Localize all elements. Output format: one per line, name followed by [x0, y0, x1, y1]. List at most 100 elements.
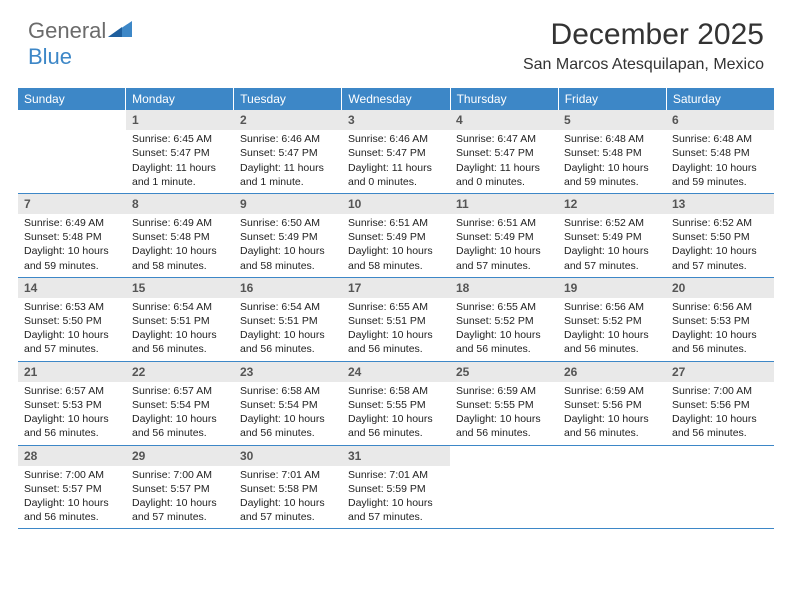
sunset-text: Sunset: 5:52 PM [456, 314, 552, 328]
day-cell: 11Sunrise: 6:51 AMSunset: 5:49 PMDayligh… [450, 194, 558, 277]
daylight-text-1: Daylight: 10 hours [132, 412, 228, 426]
sunrise-text: Sunrise: 6:59 AM [564, 384, 660, 398]
day-cell: 26Sunrise: 6:59 AMSunset: 5:56 PMDayligh… [558, 362, 666, 445]
day-number: 20 [666, 278, 774, 298]
daylight-text-1: Daylight: 10 hours [564, 412, 660, 426]
daylight-text-2: and 59 minutes. [672, 175, 768, 189]
daylight-text-2: and 0 minutes. [456, 175, 552, 189]
day-cell: 16Sunrise: 6:54 AMSunset: 5:51 PMDayligh… [234, 278, 342, 361]
daylight-text-1: Daylight: 10 hours [240, 496, 336, 510]
day-of-week-cell: Friday [559, 88, 667, 110]
sunrise-text: Sunrise: 6:53 AM [24, 300, 120, 314]
day-of-week-cell: Sunday [18, 88, 126, 110]
daylight-text-2: and 56 minutes. [132, 342, 228, 356]
sunset-text: Sunset: 5:48 PM [672, 146, 768, 160]
daylight-text-2: and 57 minutes. [348, 510, 444, 524]
day-cell: 21Sunrise: 6:57 AMSunset: 5:53 PMDayligh… [18, 362, 126, 445]
sunset-text: Sunset: 5:47 PM [348, 146, 444, 160]
day-body: Sunrise: 7:01 AMSunset: 5:58 PMDaylight:… [234, 466, 342, 529]
sunset-text: Sunset: 5:53 PM [672, 314, 768, 328]
day-cell: 2Sunrise: 6:46 AMSunset: 5:47 PMDaylight… [234, 110, 342, 193]
daylight-text-1: Daylight: 10 hours [24, 496, 120, 510]
day-of-week-cell: Thursday [451, 88, 559, 110]
day-body: Sunrise: 6:59 AMSunset: 5:55 PMDaylight:… [450, 382, 558, 445]
sunrise-text: Sunrise: 6:49 AM [132, 216, 228, 230]
day-number: 11 [450, 194, 558, 214]
daylight-text-1: Daylight: 11 hours [240, 161, 336, 175]
day-body: Sunrise: 6:54 AMSunset: 5:51 PMDaylight:… [126, 298, 234, 361]
daylight-text-2: and 58 minutes. [348, 259, 444, 273]
sunrise-text: Sunrise: 6:46 AM [240, 132, 336, 146]
day-cell: 27Sunrise: 7:00 AMSunset: 5:56 PMDayligh… [666, 362, 774, 445]
day-of-week-cell: Monday [126, 88, 234, 110]
day-cell: 5Sunrise: 6:48 AMSunset: 5:48 PMDaylight… [558, 110, 666, 193]
day-cell: 20Sunrise: 6:56 AMSunset: 5:53 PMDayligh… [666, 278, 774, 361]
day-body: Sunrise: 6:45 AMSunset: 5:47 PMDaylight:… [126, 130, 234, 193]
day-cell: 8Sunrise: 6:49 AMSunset: 5:48 PMDaylight… [126, 194, 234, 277]
day-cell [666, 446, 774, 529]
sunrise-text: Sunrise: 6:46 AM [348, 132, 444, 146]
daylight-text-1: Daylight: 10 hours [132, 244, 228, 258]
sunset-text: Sunset: 5:47 PM [132, 146, 228, 160]
daylight-text-2: and 0 minutes. [348, 175, 444, 189]
sunset-text: Sunset: 5:58 PM [240, 482, 336, 496]
day-number: 27 [666, 362, 774, 382]
daylight-text-1: Daylight: 10 hours [240, 244, 336, 258]
sunset-text: Sunset: 5:52 PM [564, 314, 660, 328]
day-body: Sunrise: 6:49 AMSunset: 5:48 PMDaylight:… [18, 214, 126, 277]
sunset-text: Sunset: 5:59 PM [348, 482, 444, 496]
day-cell: 28Sunrise: 7:00 AMSunset: 5:57 PMDayligh… [18, 446, 126, 529]
day-body: Sunrise: 6:59 AMSunset: 5:56 PMDaylight:… [558, 382, 666, 445]
day-body: Sunrise: 6:54 AMSunset: 5:51 PMDaylight:… [234, 298, 342, 361]
daylight-text-2: and 57 minutes. [240, 510, 336, 524]
day-number: 23 [234, 362, 342, 382]
day-cell: 3Sunrise: 6:46 AMSunset: 5:47 PMDaylight… [342, 110, 450, 193]
day-body: Sunrise: 6:48 AMSunset: 5:48 PMDaylight:… [558, 130, 666, 193]
day-number: 29 [126, 446, 234, 466]
week-row: 7Sunrise: 6:49 AMSunset: 5:48 PMDaylight… [18, 194, 774, 278]
day-cell: 22Sunrise: 6:57 AMSunset: 5:54 PMDayligh… [126, 362, 234, 445]
sunrise-text: Sunrise: 6:54 AM [240, 300, 336, 314]
day-body: Sunrise: 6:49 AMSunset: 5:48 PMDaylight:… [126, 214, 234, 277]
sunrise-text: Sunrise: 6:52 AM [672, 216, 768, 230]
week-row: 14Sunrise: 6:53 AMSunset: 5:50 PMDayligh… [18, 278, 774, 362]
day-number: 24 [342, 362, 450, 382]
sunset-text: Sunset: 5:54 PM [240, 398, 336, 412]
day-cell: 9Sunrise: 6:50 AMSunset: 5:49 PMDaylight… [234, 194, 342, 277]
daylight-text-2: and 56 minutes. [672, 426, 768, 440]
day-number: 28 [18, 446, 126, 466]
sunset-text: Sunset: 5:50 PM [672, 230, 768, 244]
day-number: 26 [558, 362, 666, 382]
day-number: 16 [234, 278, 342, 298]
location-label: San Marcos Atesquilapan, Mexico [523, 56, 764, 74]
day-number: 22 [126, 362, 234, 382]
sunrise-text: Sunrise: 6:51 AM [456, 216, 552, 230]
sunrise-text: Sunrise: 6:50 AM [240, 216, 336, 230]
day-cell: 15Sunrise: 6:54 AMSunset: 5:51 PMDayligh… [126, 278, 234, 361]
sunrise-text: Sunrise: 6:56 AM [564, 300, 660, 314]
day-number: 21 [18, 362, 126, 382]
daylight-text-1: Daylight: 10 hours [456, 412, 552, 426]
title-block: December 2025 San Marcos Atesquilapan, M… [523, 18, 764, 74]
day-cell: 10Sunrise: 6:51 AMSunset: 5:49 PMDayligh… [342, 194, 450, 277]
sunset-text: Sunset: 5:51 PM [240, 314, 336, 328]
day-number: 10 [342, 194, 450, 214]
logo: General [28, 18, 136, 44]
sunset-text: Sunset: 5:49 PM [240, 230, 336, 244]
sunrise-text: Sunrise: 6:57 AM [24, 384, 120, 398]
daylight-text-2: and 1 minute. [240, 175, 336, 189]
day-number: 19 [558, 278, 666, 298]
day-cell: 14Sunrise: 6:53 AMSunset: 5:50 PMDayligh… [18, 278, 126, 361]
daylight-text-1: Daylight: 10 hours [672, 161, 768, 175]
sunrise-text: Sunrise: 6:51 AM [348, 216, 444, 230]
daylight-text-1: Daylight: 10 hours [456, 328, 552, 342]
daylight-text-2: and 57 minutes. [672, 259, 768, 273]
day-number: 5 [558, 110, 666, 130]
week-row: 21Sunrise: 6:57 AMSunset: 5:53 PMDayligh… [18, 362, 774, 446]
daylight-text-2: and 57 minutes. [456, 259, 552, 273]
day-number: 2 [234, 110, 342, 130]
day-cell: 4Sunrise: 6:47 AMSunset: 5:47 PMDaylight… [450, 110, 558, 193]
day-cell [18, 110, 126, 193]
daylight-text-2: and 56 minutes. [240, 426, 336, 440]
calendar-grid: SundayMondayTuesdayWednesdayThursdayFrid… [18, 88, 774, 529]
